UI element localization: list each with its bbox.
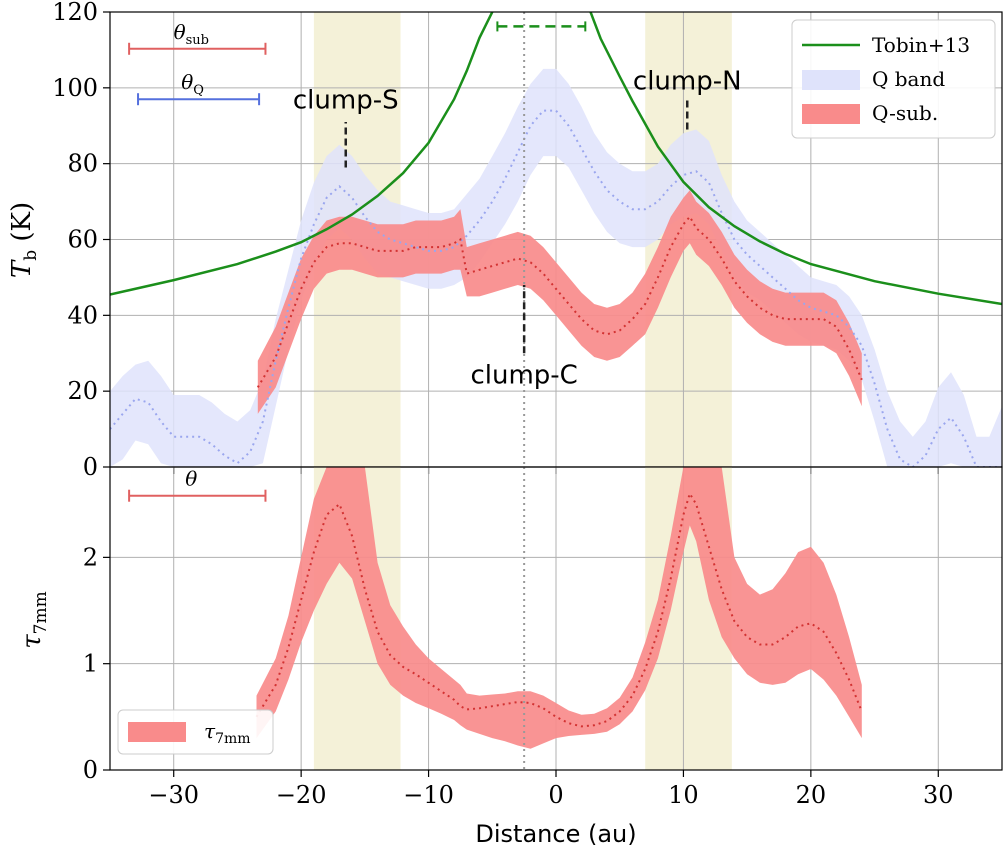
y-tick-label: 100 (52, 74, 98, 102)
annotation-label: clump-C (470, 361, 577, 391)
y-tick-label: 1 (83, 650, 98, 678)
bottom-legend: τ7mm (117, 709, 274, 755)
y-tick-label: 0 (83, 453, 98, 481)
x-tick-label: −30 (148, 781, 199, 809)
temperature-panel: θsub θQ clump-S clump-N clump-C 0 20 40 60 80 100… (7, 0, 1003, 481)
legend-tau-main: τ (204, 719, 216, 743)
legend-swatch-qband (802, 70, 860, 90)
y-tick-label: 80 (67, 150, 98, 178)
y-label-main: T (7, 259, 37, 278)
tau-label-main: τ (17, 634, 47, 649)
svg-text:τ7mm: τ7mm (17, 591, 51, 648)
legend-swatch-tau (128, 722, 186, 742)
beam-size-marker-2: θQ (137, 70, 261, 106)
annotation-clump-n: clump-N (633, 67, 742, 130)
tau-uncertainty-band (256, 467, 862, 749)
annotation-clump-s: clump-S (293, 86, 399, 168)
legend-tau-sub: 7mm (215, 731, 250, 747)
y-tick-label: 40 (67, 301, 98, 329)
svg-text:Tb (K): Tb (K) (7, 202, 41, 278)
beam-label: θ (185, 467, 197, 491)
svg-text:τ7mm: τ7mm (204, 719, 251, 747)
beam-label: θQ (181, 70, 204, 98)
annotation-clump-c: clump-C (470, 285, 578, 391)
beam-size-marker-1: θsub (128, 20, 267, 55)
x-tick-label: 10 (668, 781, 699, 809)
y-axis-label-bottom: τ7mm (17, 591, 51, 648)
y-tick-label: 120 (52, 0, 98, 26)
legend-label-tobin: Tobin+13 (872, 33, 970, 57)
legend-swatch-qsub (802, 104, 860, 124)
y-label-unit: (K) (7, 202, 37, 250)
x-tick-label: −10 (403, 781, 454, 809)
y-tick-label: 0 (83, 756, 98, 784)
tobin-plateau-marker (496, 21, 587, 32)
annotation-label: clump-S (293, 86, 399, 116)
qsub-line (256, 214, 863, 388)
qband-uncertainty-band (110, 68, 1002, 467)
beam-label: θsub (174, 20, 209, 48)
qband-line (110, 109, 1002, 467)
x-axis-label: Distance (au) (475, 820, 636, 848)
y-label-sub: b (21, 250, 41, 261)
y-tick-label: 20 (67, 377, 98, 405)
top-legend: Tobin+13 Q band Q-sub. (791, 19, 996, 139)
qsub-uncertainty-band (257, 190, 862, 414)
tobin-model-line (110, 12, 1002, 306)
tau-label-sub: 7mm (31, 591, 51, 634)
x-tick-label: 20 (796, 781, 827, 809)
y-axis-label-top: Tb (K) (7, 202, 41, 278)
x-tick-label: −20 (276, 781, 327, 809)
legend-label-qsub: Q-sub. (872, 101, 938, 125)
y-tick-label: 60 (67, 226, 98, 254)
y-tick-label: 2 (83, 543, 98, 571)
beam-size-marker-1: θ (128, 467, 267, 502)
x-tick-label: 30 (923, 781, 954, 809)
x-tick-label: 0 (548, 781, 563, 809)
annotation-label: clump-N (633, 67, 742, 97)
legend-label-qband: Q band (872, 67, 945, 91)
